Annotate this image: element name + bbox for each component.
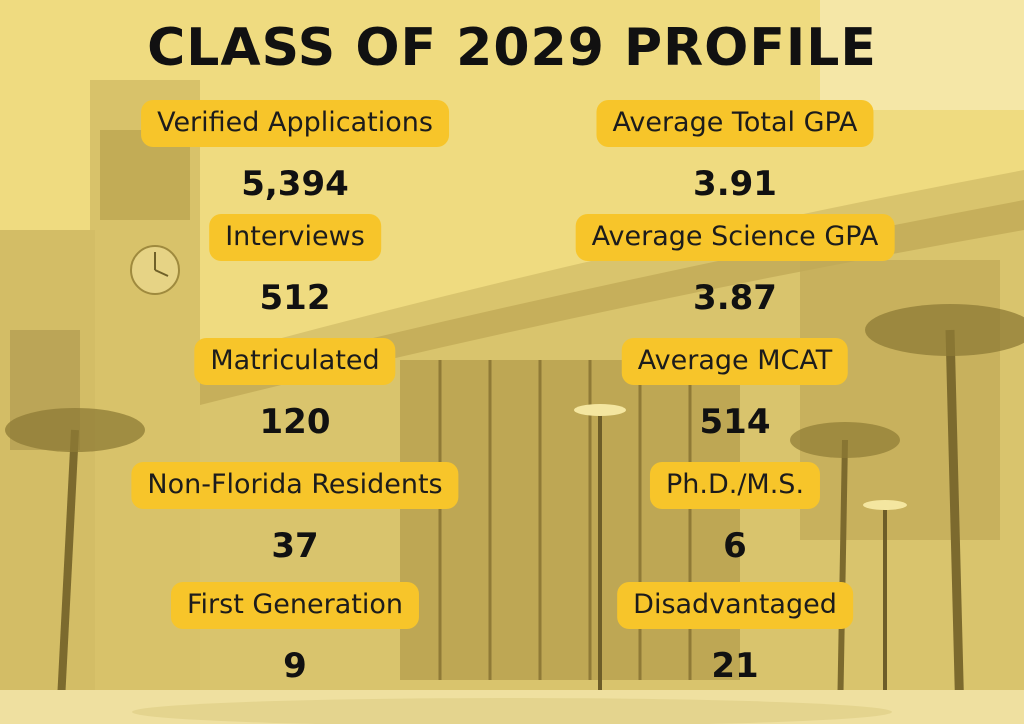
stat-value: 3.91 xyxy=(693,164,777,204)
page-title: CLASS OF 2029 PROFILE xyxy=(147,18,877,78)
stat-label: Non-Florida Residents xyxy=(131,462,459,509)
stat-average-mcat: Average MCAT 514 xyxy=(545,338,925,458)
stat-label: Average Total GPA xyxy=(596,100,874,147)
stat-value: 9 xyxy=(283,646,307,686)
stat-matriculated: Matriculated 120 xyxy=(105,338,485,458)
stat-average-total-gpa: Average Total GPA 3.91 xyxy=(545,100,925,220)
stat-value: 512 xyxy=(259,278,331,318)
stat-average-science-gpa: Average Science GPA 3.87 xyxy=(545,214,925,334)
stat-non-florida-residents: Non-Florida Residents 37 xyxy=(105,462,485,582)
stat-label: Matriculated xyxy=(194,338,396,385)
stat-value: 120 xyxy=(259,402,331,442)
stat-verified-applications: Verified Applications 5,394 xyxy=(105,100,485,220)
stat-value: 5,394 xyxy=(241,164,349,204)
stat-label: Average Science GPA xyxy=(575,214,895,261)
stat-value: 21 xyxy=(711,646,759,686)
stat-label: Verified Applications xyxy=(141,100,449,147)
stat-label: Ph.D./M.S. xyxy=(649,462,821,509)
stat-interviews: Interviews 512 xyxy=(105,214,485,334)
stat-value: 514 xyxy=(699,402,771,442)
stat-label: First Generation xyxy=(170,582,420,629)
stat-value: 37 xyxy=(271,526,319,566)
stat-value: 3.87 xyxy=(693,278,777,318)
stat-first-generation: First Generation 9 xyxy=(105,582,485,702)
stat-disadvantaged: Disadvantaged 21 xyxy=(545,582,925,702)
stat-label: Interviews xyxy=(209,214,381,261)
stat-label: Disadvantaged xyxy=(617,582,853,629)
stat-label: Average MCAT xyxy=(621,338,849,385)
stat-value: 6 xyxy=(723,526,747,566)
stat-phd-ms: Ph.D./M.S. 6 xyxy=(545,462,925,582)
